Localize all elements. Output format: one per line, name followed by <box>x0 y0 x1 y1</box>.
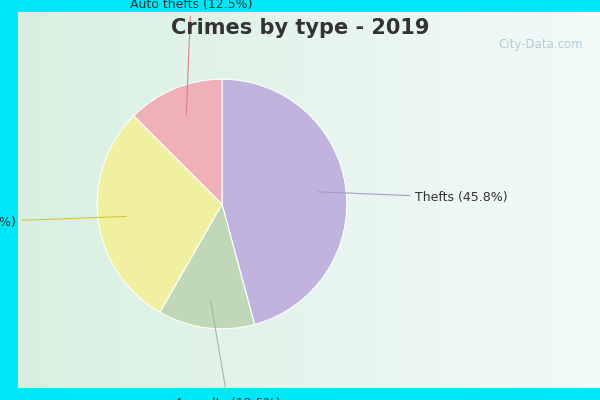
Text: City-Data.com: City-Data.com <box>498 38 583 51</box>
Wedge shape <box>222 79 347 324</box>
Text: Thefts (45.8%): Thefts (45.8%) <box>317 191 508 204</box>
Text: Burglaries (29.2%): Burglaries (29.2%) <box>0 216 127 229</box>
Wedge shape <box>160 204 254 329</box>
Text: Crimes by type - 2019: Crimes by type - 2019 <box>171 18 429 38</box>
Wedge shape <box>97 116 222 312</box>
Text: Auto thefts (12.5%): Auto thefts (12.5%) <box>130 0 252 115</box>
Text: Assaults (12.5%): Assaults (12.5%) <box>175 300 281 400</box>
Wedge shape <box>134 79 222 204</box>
